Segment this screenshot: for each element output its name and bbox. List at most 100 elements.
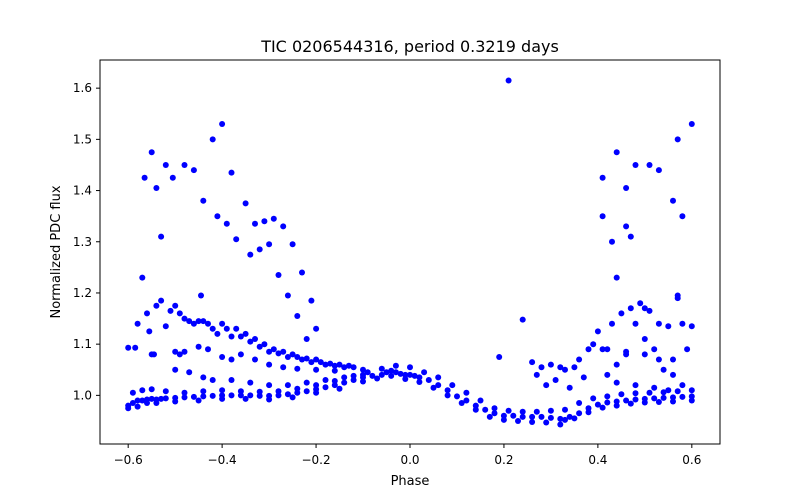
data-point [360,366,366,373]
data-point [491,410,498,417]
data-point [655,320,662,327]
data-point [637,300,644,307]
data-point [623,223,630,230]
data-point [256,343,263,350]
data-point [209,392,216,399]
data-point [655,399,662,405]
data-point [655,167,662,174]
data-point [500,412,507,419]
data-point [313,325,320,332]
data-point [205,346,211,353]
data-point [500,416,507,423]
data-point [378,365,385,372]
data-point [317,359,324,366]
data-point [538,413,545,420]
data-point [125,344,132,351]
data-point [181,389,188,396]
data-point [641,336,648,342]
data-point [632,396,639,403]
data-point [674,295,681,302]
data-point [153,400,160,406]
data-point [435,382,442,389]
x-tick-label: 0.6 [682,453,701,467]
data-point [214,213,221,220]
x-tick-label: −0.6 [114,453,143,467]
data-point [195,343,202,350]
data-point [237,392,244,399]
data-point [148,149,155,156]
data-point [322,377,329,383]
data-point [529,413,536,420]
data-point [491,405,498,412]
data-point [679,213,686,220]
data-point [670,356,676,363]
data-point [144,400,150,406]
data-point [425,377,432,383]
data-point [665,323,672,330]
data-point [336,385,343,392]
data-point [129,389,136,396]
data-point [646,307,653,314]
data-point [463,397,470,404]
y-tick-label: 1.0 [73,388,92,402]
data-point [472,406,479,413]
data-point [242,395,249,402]
data-point [604,371,611,378]
data-point [313,356,320,363]
data-point [660,394,667,401]
data-point [458,400,465,406]
data-point [331,362,338,369]
plot-frame [99,59,721,445]
data-point [209,325,216,332]
data-point [308,359,315,366]
data-point [557,415,564,422]
data-point [641,351,648,358]
data-point [200,374,207,381]
data-point [599,213,606,220]
data-point [341,379,348,386]
data-point [294,313,301,319]
data-point [590,341,597,348]
data-point [214,330,221,337]
data-point [350,364,357,371]
data-point [679,393,686,400]
x-tick-label: −0.4 [208,453,237,467]
data-point [280,223,287,230]
data-point [280,364,287,371]
data-point [198,292,204,299]
data-point [477,397,484,404]
data-point [190,167,197,174]
data-point [613,402,620,409]
data-point [444,387,451,394]
data-point [407,364,413,371]
data-point [313,366,320,373]
data-point [388,367,395,374]
data-point [533,408,540,415]
data-point [336,361,343,368]
data-point [247,379,254,386]
data-point [562,406,568,413]
data-point [275,388,282,395]
data-point [604,393,611,400]
data-point [233,325,240,332]
data-point [228,377,235,383]
data-point [200,393,207,400]
data-point [134,397,141,404]
data-point [543,419,550,426]
data-point [158,233,165,240]
data-point [609,320,615,327]
data-point [571,364,578,371]
data-point [496,354,503,360]
data-point [209,136,216,143]
y-tick-label: 1.3 [73,235,92,249]
data-point [515,418,521,424]
data-point [219,395,226,402]
data-point [186,318,193,325]
data-point [148,351,155,358]
data-point [205,320,211,327]
data-point [360,378,366,385]
data-point [200,318,207,325]
data-point [294,389,301,396]
data-point [655,356,662,363]
data-point [186,369,193,376]
